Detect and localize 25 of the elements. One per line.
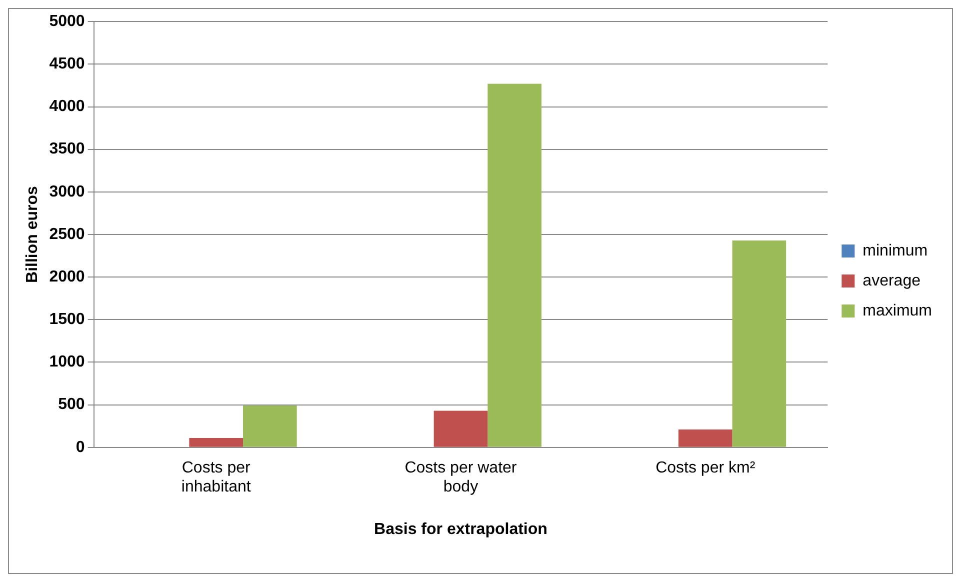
y-tick-label: 4000 [49,98,85,116]
x-tick-label: Costs per water body [404,459,518,496]
y-tick-label: 4500 [49,56,85,73]
legend-label: minimum [862,242,928,260]
bar [488,84,542,447]
bar [189,438,244,447]
x-tick-label: Costs per km² [656,459,756,476]
legend-label: average [862,272,921,290]
y-tick-label: 5000 [49,13,85,30]
y-tick-label: 3000 [49,183,85,200]
y-tick-label: 2000 [49,268,85,286]
bar [678,430,732,447]
bar [434,410,488,447]
y-tick-label: 1000 [49,354,85,371]
x-axis-title: Basis for extrapolation [374,520,548,538]
y-tick-label: 500 [58,396,85,414]
x-tick-label: Costs per inhabitant [181,459,252,496]
y-axis-title: Billion euros [24,186,42,283]
y-tick-label: 1500 [49,311,85,328]
bar [732,240,786,447]
y-tick-label: 2500 [49,226,85,243]
legend-label: maximum [862,302,932,320]
bar [243,406,297,447]
y-tick-label: 3500 [49,140,85,158]
y-tick-label: 0 [76,438,85,456]
